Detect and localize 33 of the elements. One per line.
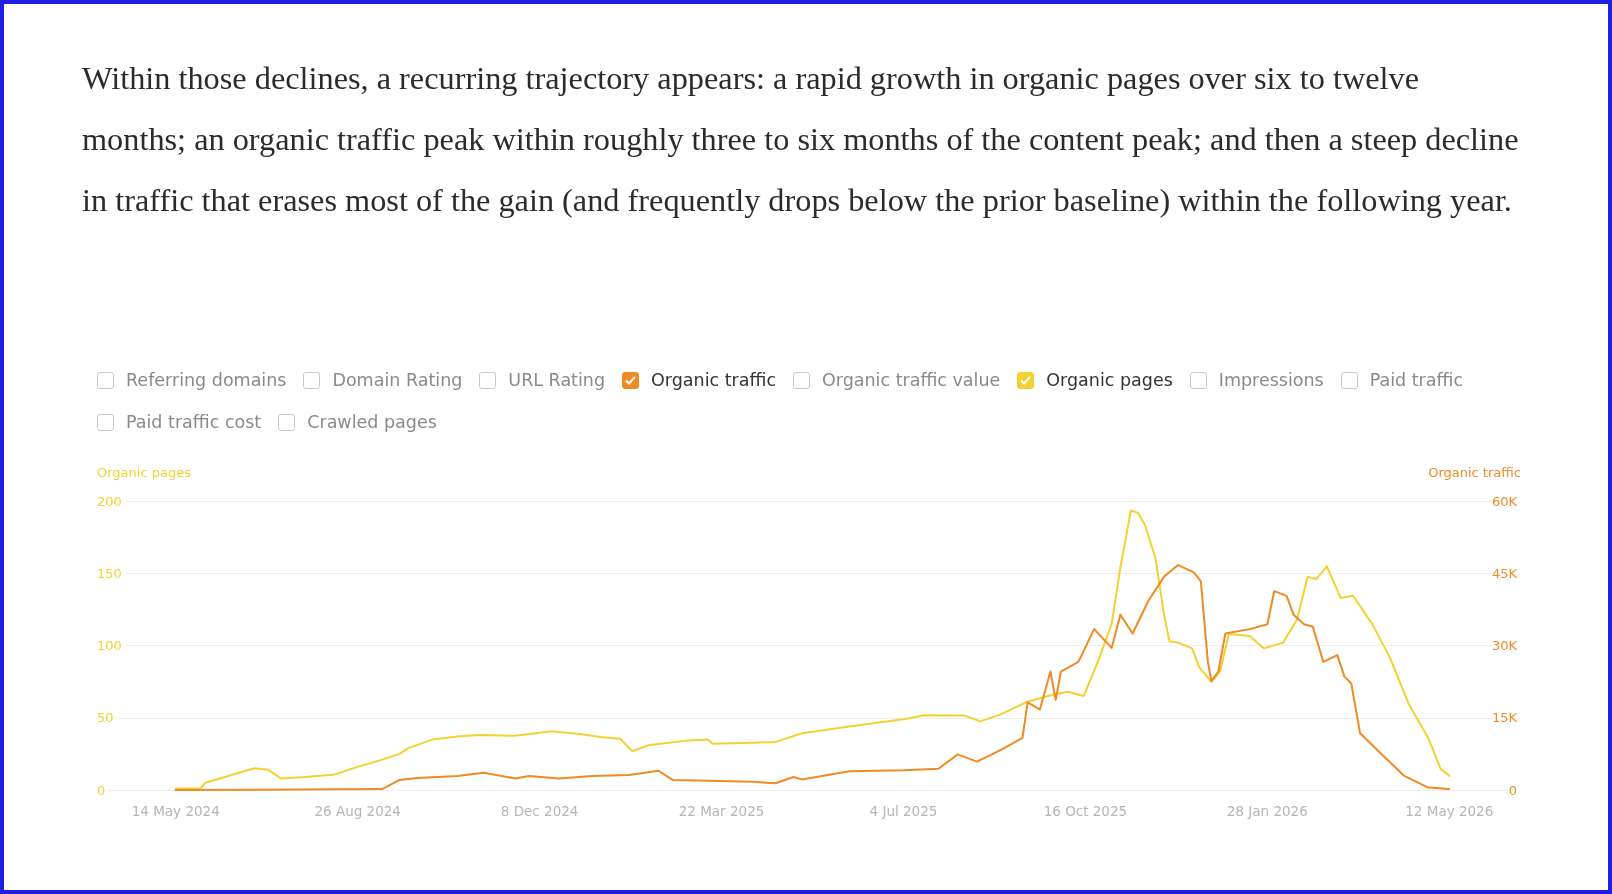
x-tick-label: 16 Oct 2025 — [1043, 803, 1128, 819]
y2-tick-label: 45K — [1491, 565, 1518, 581]
text: URL Rating — [508, 370, 606, 390]
y-tick-label: 150 — [97, 565, 122, 581]
text: Impressions — [1218, 370, 1324, 390]
x-tick-label: 26 Aug 2024 — [314, 803, 401, 819]
y2-tick-label: 0 — [1508, 782, 1517, 798]
text: Paid traffic cost — [126, 412, 262, 432]
y2-tick-label: 15K — [1491, 710, 1518, 726]
x-tick-label: 22 Mar 2025 — [678, 803, 765, 819]
line-series — [174, 564, 1451, 791]
legend-label: Organic pages — [1046, 370, 1173, 390]
y-tick-label: 0 — [97, 782, 106, 798]
x-tick-label: 28 Jan 2026 — [1226, 803, 1308, 819]
y-tick-label: 100 — [97, 638, 122, 653]
text: Organic traffic value — [822, 370, 1001, 390]
y-tick-label: 50 — [97, 710, 114, 726]
text: Paid traffic — [1369, 370, 1464, 390]
y2-tick-label: 30K — [1491, 638, 1518, 653]
y-axis-title: Organic pages — [97, 465, 192, 480]
y2-axis-title: Organic traffic — [1428, 465, 1521, 480]
text: Domain Rating — [332, 370, 463, 390]
x-tick-label: 4 Jul 2025 — [869, 803, 938, 819]
x-tick-label: 14 May 2024 — [131, 803, 220, 819]
legend-label: Organic traffic — [651, 370, 776, 390]
x-tick-label: 8 Dec 2024 — [500, 803, 579, 819]
chart-title: Within those declines, a recurring trajectory appears: a rapid growth in organic pages over six to twelve months; an organic traffic peak within roughly three to six months of the content peak; and then a steep decline in traffic that erases most of the gain (and frequently drops below the prior baseline) within the following year. — [82, 59, 1520, 220]
line-series — [174, 509, 1451, 790]
x-tick-label: 12 May 2026 — [1405, 803, 1494, 819]
text: Crawled pages — [307, 412, 437, 432]
text: Referring domains — [126, 370, 287, 390]
y2-tick-label: 60K — [1491, 493, 1518, 509]
y-tick-label: 200 — [97, 493, 122, 509]
